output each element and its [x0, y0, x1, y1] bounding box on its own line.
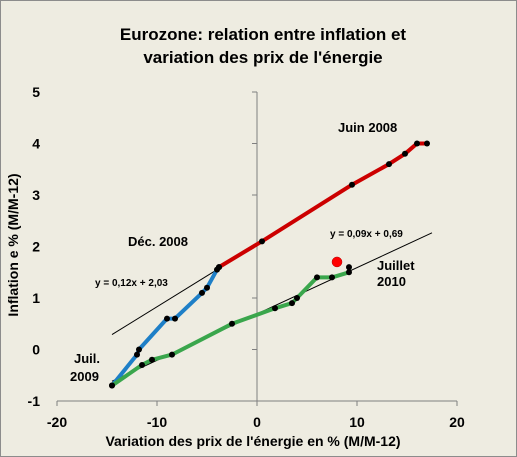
data-point	[229, 320, 235, 327]
chart-title-line2: variation des prix de l'énergie	[143, 48, 382, 67]
x-tick-label: 10	[349, 414, 365, 430]
data-point	[294, 295, 300, 301]
trendline-equation-2: y = 0,09x + 0,69	[330, 229, 403, 240]
y-tick-label: 3	[32, 187, 40, 203]
y-tick-label: -1	[28, 393, 41, 409]
data-point	[136, 346, 142, 353]
data-point	[402, 150, 408, 157]
data-point	[272, 305, 278, 312]
annotation-juin-2008: Juin 2008	[338, 120, 397, 135]
x-tick-label: 20	[449, 414, 465, 430]
data-point	[199, 289, 205, 296]
data-point	[216, 264, 222, 271]
trendline-1	[111, 269, 218, 335]
data-point	[414, 140, 420, 147]
y-tick-label: 2	[32, 239, 40, 255]
y-tick-label: 5	[32, 84, 40, 100]
y-tick-label: 4	[32, 136, 40, 152]
data-point	[386, 161, 392, 168]
data-point	[346, 269, 352, 276]
data-point	[314, 274, 320, 281]
chart-title-line1: Eurozone: relation entre inflation et	[120, 25, 407, 44]
data-point	[346, 264, 352, 271]
data-point	[204, 284, 210, 291]
data-point	[139, 361, 145, 368]
annotation-2010: 2010	[377, 274, 406, 289]
data-point	[329, 274, 335, 281]
y-tick-label: 0	[32, 342, 40, 358]
data-point	[259, 238, 265, 245]
y-tick-label: 1	[32, 290, 40, 306]
data-point	[172, 315, 178, 322]
data-point	[289, 300, 295, 307]
annotation-juillet: Juillet	[377, 258, 415, 273]
x-tick-label: 0	[253, 414, 261, 430]
series-line-1	[217, 141, 429, 270]
data-point	[134, 351, 140, 358]
data-point	[149, 356, 155, 363]
x-axis-label: Variation des prix de l'énergie en % (M/…	[105, 433, 400, 449]
annotation-juil: Juil.	[74, 351, 100, 366]
trendline-equation-1: y = 0,12x + 2,03	[95, 278, 168, 289]
annotation-2009: 2009	[70, 369, 99, 384]
data-point	[169, 351, 175, 358]
annotation-dec-2008: Déc. 2008	[128, 234, 188, 249]
y-axis-label: Inflation e % (M/M-12)	[5, 173, 21, 316]
data-point	[349, 181, 355, 188]
data-point	[109, 382, 115, 389]
data-points	[109, 140, 430, 389]
data-point	[424, 140, 430, 147]
x-tick-label: -20	[47, 414, 67, 430]
highlight-point	[331, 256, 343, 268]
x-tick-label: -10	[147, 414, 167, 430]
data-point	[164, 315, 170, 322]
